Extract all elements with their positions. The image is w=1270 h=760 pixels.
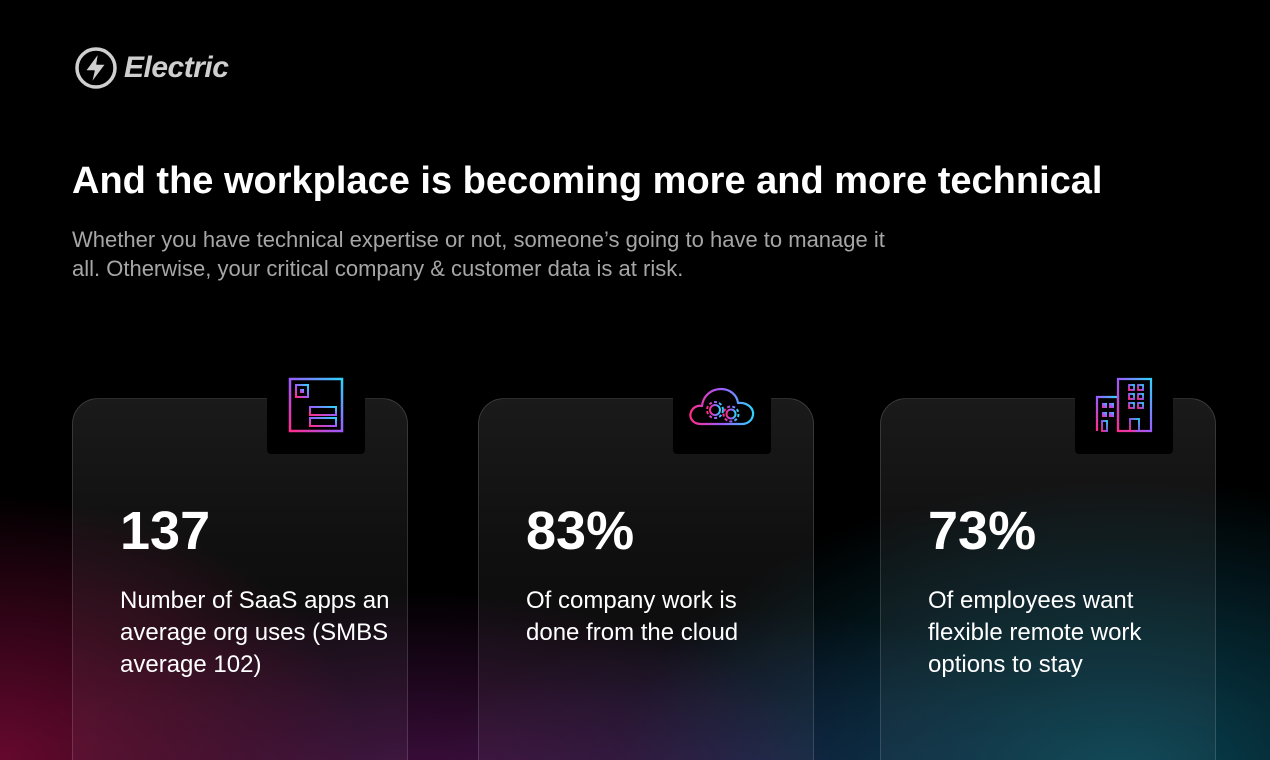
stat-card-cloud-work: 83% Of company work is done from the clo… xyxy=(478,356,814,760)
lightning-bolt-icon xyxy=(75,47,117,89)
stat-value: 73% xyxy=(928,501,1037,561)
stat-card-saas-apps: 137 Number of SaaS apps an average org u… xyxy=(72,356,408,760)
stat-value: 83% xyxy=(526,501,635,561)
cloud-gears-icon xyxy=(689,387,755,426)
office-building-icon xyxy=(1095,377,1153,433)
stat-icon-box xyxy=(1075,356,1173,454)
stat-icon-box xyxy=(267,356,365,454)
stat-card-remote-work: 73% Of employees want flexible remote wo… xyxy=(880,356,1216,760)
brand-name: Electric xyxy=(124,51,229,84)
stat-label: Number of SaaS apps an average org uses … xyxy=(120,587,390,678)
page-subtitle: Whether you have technical expertise or … xyxy=(72,227,885,281)
stat-value: 137 xyxy=(120,501,211,561)
stat-label: Of company work is done from the cloud xyxy=(526,587,739,646)
page-title: And the workplace is becoming more and m… xyxy=(72,160,1103,202)
brand-logo: Electric xyxy=(74,46,229,90)
stat-label: Of employees want flexible remote work o… xyxy=(928,587,1142,678)
app-window-icon xyxy=(288,377,344,433)
stat-icon-box xyxy=(673,356,771,454)
